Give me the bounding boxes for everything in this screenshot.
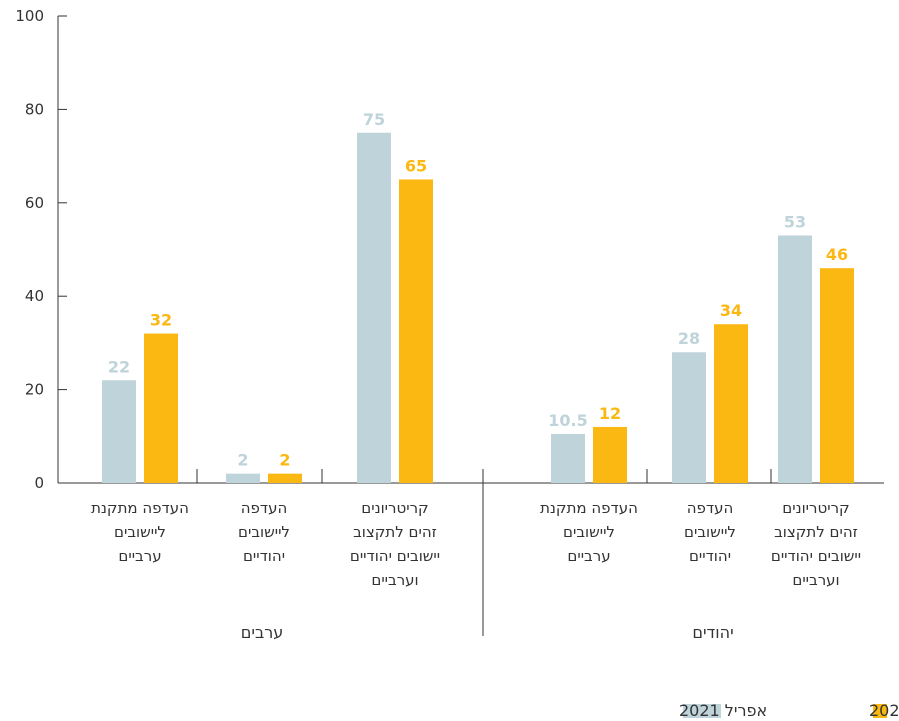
category-label: זהים לתקצוב (353, 523, 437, 541)
group-label: ערבים (241, 623, 284, 642)
y-tick-label: 80 (25, 100, 44, 118)
category-label: יהודיים (689, 547, 731, 565)
bar-april (672, 352, 706, 483)
bar-august (820, 268, 854, 483)
category-label: ליישובים (114, 523, 166, 541)
category-label: ליישובים (563, 523, 615, 541)
category-label: יישובים יהודיים (350, 547, 440, 565)
bar-april (357, 132, 391, 483)
legend-label-april: אפריל 2021 (679, 701, 767, 720)
group-label: יהודים (692, 623, 733, 642)
bar-april (226, 473, 260, 483)
bar-august (268, 473, 302, 483)
value-label-august: 46 (826, 245, 848, 264)
bar-april (551, 433, 585, 483)
value-label-april: 2 (237, 451, 248, 470)
category-label: וערביים (792, 571, 839, 589)
category-label: העדפה מתקנת (540, 499, 638, 517)
category-label: העדפה (241, 499, 288, 517)
bar-august (399, 179, 433, 483)
category-label: ליישובים (238, 523, 290, 541)
category-label: ערביים (118, 547, 161, 565)
value-label-april: 22 (108, 357, 130, 376)
value-label-april: 53 (784, 212, 806, 231)
bar-august (593, 426, 627, 483)
category-label: וערביים (371, 571, 418, 589)
legend-swatch-april (683, 704, 721, 718)
bar-august (714, 324, 748, 483)
category-label: זהים לתקצוב (774, 523, 858, 541)
bar-august (144, 333, 178, 483)
legend-label-august: אוגוסט 2021 (869, 701, 899, 720)
value-label-april: 75 (363, 110, 385, 129)
category-label: ליישובים (684, 523, 736, 541)
value-label-april: 10.5 (548, 411, 587, 430)
value-label-april: 28 (678, 329, 700, 348)
legend-swatch-august (873, 704, 887, 718)
category-label: קריטריונים (782, 499, 849, 517)
y-tick-label: 60 (25, 194, 44, 212)
value-label-august: 34 (720, 301, 742, 320)
category-label: העדפה (687, 499, 734, 517)
value-label-august: 12 (599, 404, 621, 423)
value-label-august: 32 (150, 311, 172, 330)
bar-april (102, 380, 136, 483)
bar-april (778, 235, 812, 483)
y-tick-label: 40 (25, 287, 44, 305)
y-tick-label: 100 (15, 7, 44, 25)
y-tick-label: 20 (25, 381, 44, 399)
value-label-august: 2 (279, 451, 290, 470)
category-label: יהודיים (243, 547, 285, 565)
category-label: העדפה מתקנת (91, 499, 189, 517)
category-label: ערביים (567, 547, 610, 565)
category-label: יישובים יהודיים (771, 547, 861, 565)
value-label-august: 65 (405, 156, 427, 175)
y-tick-label: 0 (34, 474, 44, 492)
category-label: קריטריונים (361, 499, 428, 517)
